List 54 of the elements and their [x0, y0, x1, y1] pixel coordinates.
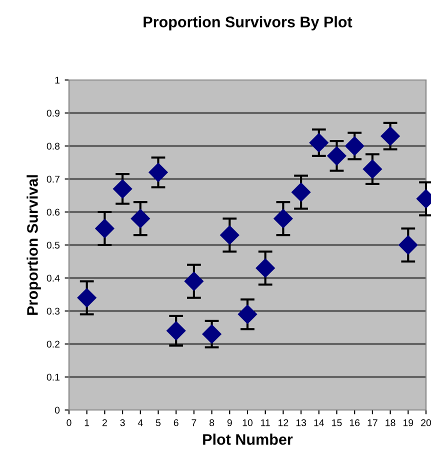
point — [380, 126, 400, 146]
point — [113, 179, 132, 198]
point — [327, 146, 346, 166]
x-tick-label: 7 — [192, 419, 196, 426]
point — [398, 235, 418, 255]
y-tick-label: 0.9 — [46, 110, 60, 117]
point — [238, 304, 258, 324]
x-tick-label: 16 — [350, 419, 360, 426]
x-tick-label: 5 — [156, 419, 161, 426]
x-tick-label: 2 — [102, 419, 107, 426]
x-tick-label: 12 — [278, 419, 288, 426]
x-tick-label: 10 — [242, 419, 253, 426]
y-tick-label: 0 — [54, 406, 60, 414]
x-tick-label: 0 — [66, 419, 72, 426]
x-tick-label: 11 — [261, 419, 270, 426]
x-tick-label: 19 — [403, 419, 414, 426]
x-tick-label: 6 — [174, 419, 178, 426]
x-tick-label: 9 — [227, 419, 232, 426]
y-tick-label: 0.5 — [46, 242, 60, 249]
point — [166, 321, 186, 340]
point — [309, 133, 328, 152]
x-tick-label: 13 — [296, 419, 306, 426]
y-tick-label: 0.7 — [46, 176, 60, 183]
chart-title: Proportion Survivors By Plot — [144, 16, 352, 30]
point — [202, 324, 222, 344]
point — [274, 209, 293, 228]
x-tick-label: 4 — [138, 419, 143, 426]
x-tick-label: 3 — [120, 419, 125, 426]
y-tick-label: 0.2 — [46, 340, 60, 348]
y-tick-label: 0.6 — [46, 208, 60, 216]
point — [256, 258, 275, 278]
point — [292, 182, 311, 202]
x-tick-label: 1 — [84, 419, 90, 426]
point — [345, 136, 364, 156]
y-tick-label: 0.8 — [46, 142, 60, 150]
point — [184, 272, 204, 291]
y-axis-title: Proportion Survival — [26, 175, 41, 315]
x-tick-label: 15 — [332, 419, 342, 426]
x-tick-label: 14 — [314, 419, 324, 426]
y-tick-label: 0.1 — [46, 374, 60, 381]
x-tick-label: 20 — [421, 419, 431, 426]
x-tick-label: 17 — [368, 419, 378, 426]
point — [95, 218, 114, 238]
point — [148, 162, 168, 182]
x-tick-label: 8 — [210, 419, 214, 426]
x-tick-label: 18 — [386, 419, 396, 426]
y-tick-label: 0.3 — [46, 308, 60, 315]
y-tick-label: 1 — [55, 76, 60, 84]
point — [130, 209, 150, 228]
point — [77, 288, 96, 308]
x-axis-title: Plot Number — [203, 434, 293, 445]
point — [362, 160, 382, 179]
y-tick-label: 0.4 — [46, 274, 60, 282]
point — [220, 226, 240, 245]
